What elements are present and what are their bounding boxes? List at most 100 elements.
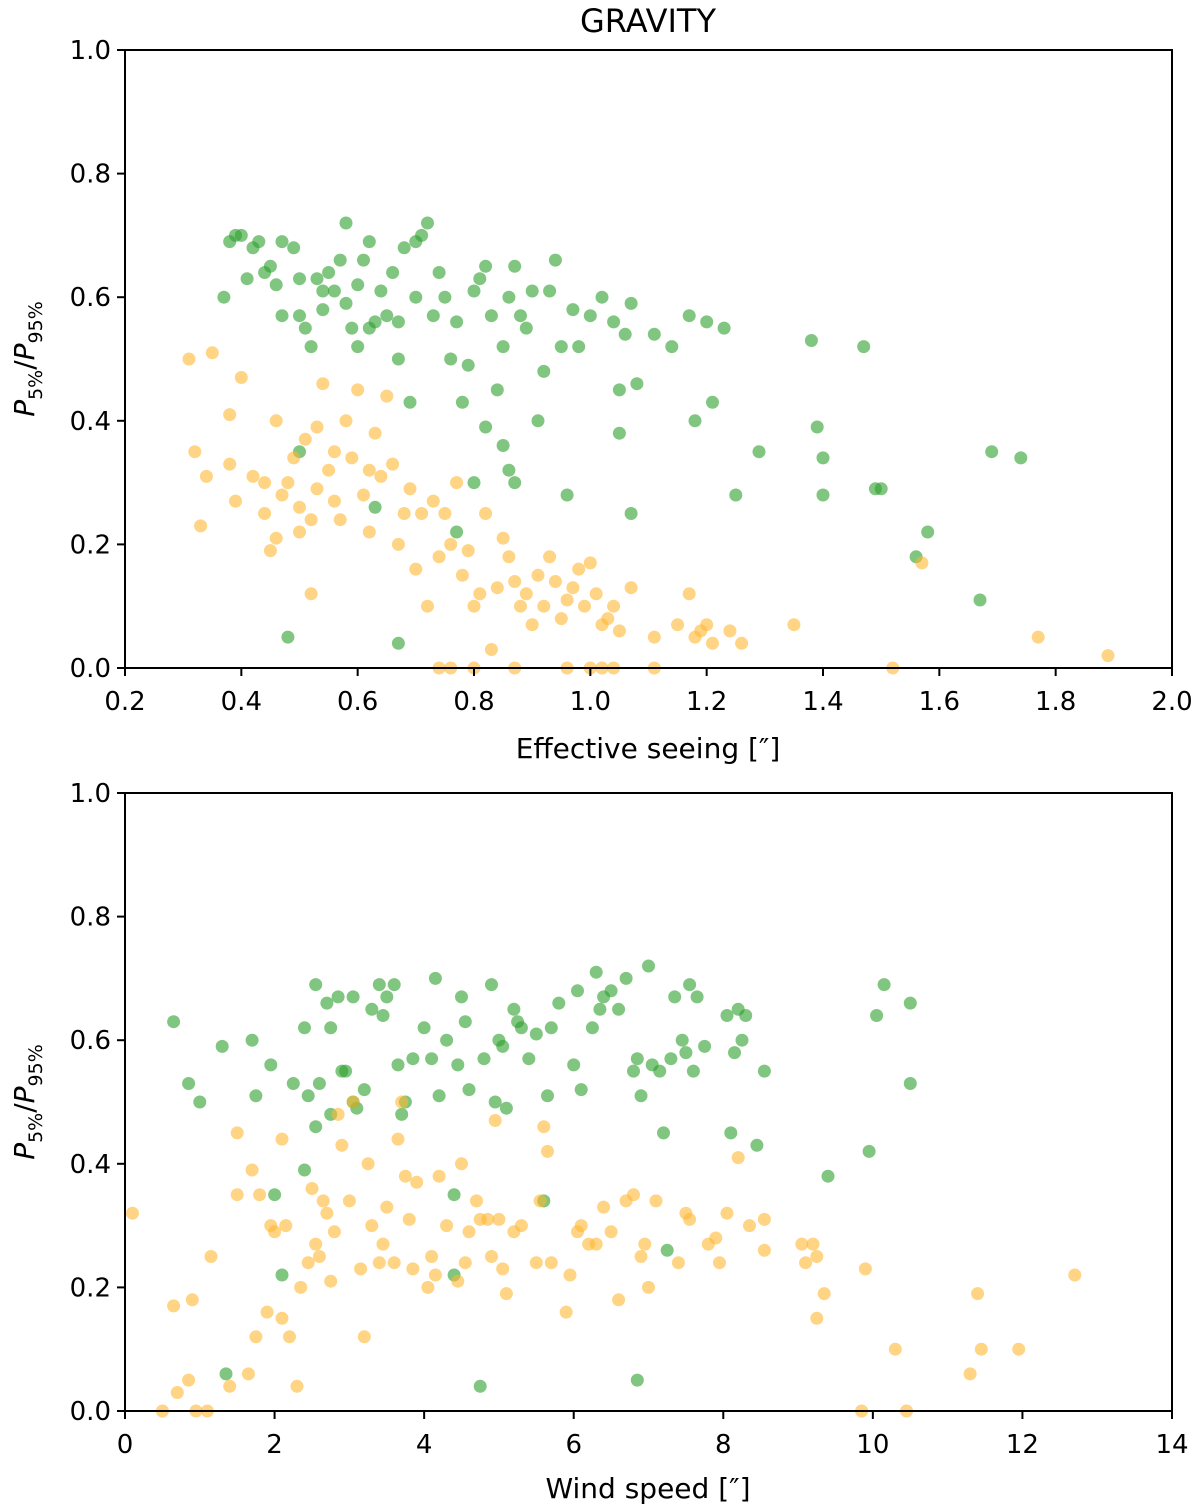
wind-green-point xyxy=(380,990,394,1004)
wind-orange-point xyxy=(361,1157,375,1171)
seeing-orange-point xyxy=(182,352,196,366)
wind-green-point xyxy=(298,1163,311,1177)
seeing-orange-point xyxy=(682,587,696,601)
wind-orange-point xyxy=(372,1256,386,1270)
wind-orange-point xyxy=(470,1194,483,1208)
seeing-orange-point xyxy=(362,463,376,477)
seeing-orange-point xyxy=(275,488,289,502)
wind-x-tick-label: 0 xyxy=(117,1430,134,1460)
wind-green-point xyxy=(275,1268,289,1282)
seeing-orange-point xyxy=(304,513,318,527)
seeing-green-point xyxy=(450,315,464,329)
wind-green-point xyxy=(630,1052,644,1066)
wind-orange-point xyxy=(720,1206,734,1220)
seeing-orange-point xyxy=(484,643,498,656)
wind-orange-point xyxy=(810,1311,824,1325)
seeing-green-point xyxy=(752,445,766,459)
seeing-orange-point xyxy=(601,612,615,626)
seeing-orange-point xyxy=(560,593,574,607)
wind-green-point xyxy=(690,990,704,1004)
wind-green-point xyxy=(477,1052,491,1066)
seeing-orange-point xyxy=(467,599,481,613)
wind-orange-point xyxy=(492,1212,506,1226)
seeing-orange-point xyxy=(421,599,434,613)
seeing-green-point xyxy=(612,426,626,440)
wind-green-point xyxy=(529,1027,543,1041)
wind-orange-point xyxy=(279,1219,293,1233)
seeing-green-point xyxy=(380,309,394,323)
wind-orange-point xyxy=(537,1120,551,1134)
seeing-green-point xyxy=(729,488,743,502)
seeing-green-point xyxy=(473,272,487,286)
seeing-orange-point xyxy=(380,389,394,403)
seeing-green-point xyxy=(717,321,731,335)
wind-green-point xyxy=(653,1064,667,1078)
seeing-green-point xyxy=(624,507,638,520)
wind-green-point xyxy=(630,1373,644,1387)
wind-green-point xyxy=(312,1077,326,1090)
wind-orange-point xyxy=(387,1256,401,1270)
wind-orange-point xyxy=(974,1342,988,1356)
wind-green-point xyxy=(387,978,401,992)
seeing-green-point xyxy=(426,309,440,323)
wind-green-point xyxy=(406,1052,420,1066)
seeing-orange-point xyxy=(438,507,452,520)
wind-green-point xyxy=(660,1243,674,1257)
seeing-green-point xyxy=(554,340,568,354)
seeing-orange-point xyxy=(339,414,353,428)
seeing-orange-point xyxy=(333,513,347,527)
wind-green-point xyxy=(488,1095,502,1109)
wind-orange-point xyxy=(671,1256,685,1270)
seeing-orange-point xyxy=(700,618,714,632)
wind-x-tick-label: 8 xyxy=(715,1430,732,1460)
seeing-green-point xyxy=(240,272,254,286)
figure-title: GRAVITY xyxy=(580,2,716,40)
seeing-orange-point xyxy=(293,500,306,514)
wind-scatter-panel: 0 2 4 6 8 10 12 14 0.0 0.2 0.4 0.6 0.8 1.0 Wind spee… xyxy=(8,779,1189,1505)
wind-orange-point xyxy=(642,1280,655,1294)
seeing-y-axis-label: P5%/P95% xyxy=(8,301,47,417)
seeing-green-point xyxy=(560,488,574,502)
seeing-orange-point xyxy=(519,587,533,601)
seeing-orange-point xyxy=(287,451,301,465)
seeing-orange-point xyxy=(316,377,330,391)
seeing-green-point xyxy=(566,303,580,317)
wind-green-point xyxy=(567,1058,581,1072)
wind-green-point xyxy=(372,978,386,992)
seeing-plot-frame xyxy=(124,49,1173,669)
wind-orange-point xyxy=(335,1138,349,1152)
wind-x-tick-label: 10 xyxy=(856,1430,889,1460)
seeing-green-point xyxy=(630,377,644,391)
wind-green-point xyxy=(473,1379,487,1393)
seeing-green-point xyxy=(531,414,545,428)
wind-y-tick-label: 0.6 xyxy=(70,1026,111,1056)
wind-y-tick-label: 0.2 xyxy=(70,1273,111,1303)
seeing-green-point xyxy=(362,235,376,249)
wind-orange-point xyxy=(462,1225,476,1239)
seeing-green-point xyxy=(339,216,353,230)
seeing-green-point xyxy=(327,284,341,298)
seeing-green-point xyxy=(409,290,423,304)
wind-orange-point xyxy=(309,1237,323,1251)
seeing-green-point xyxy=(298,321,312,335)
seeing-orange-point xyxy=(205,346,219,360)
seeing-y-tick-label: 0.8 xyxy=(70,160,111,190)
seeing-green-point xyxy=(583,309,597,323)
wind-orange-point xyxy=(533,1194,547,1208)
wind-green-point xyxy=(507,1002,521,1016)
wind-green-point xyxy=(324,1021,338,1035)
wind-green-point xyxy=(298,1021,311,1035)
wind-orange-point xyxy=(316,1194,330,1208)
seeing-green-point xyxy=(688,414,702,428)
wind-x-tick-label: 14 xyxy=(1155,1430,1188,1460)
seeing-orange-point xyxy=(583,556,597,570)
wind-green-point xyxy=(485,978,498,992)
wind-orange-point xyxy=(1068,1268,1082,1282)
wind-orange-point xyxy=(249,1330,263,1344)
wind-green-point xyxy=(627,1064,640,1078)
wind-orange-point xyxy=(971,1287,985,1301)
seeing-green-point xyxy=(508,259,522,273)
wind-green-point xyxy=(593,1002,607,1016)
wind-green-point xyxy=(862,1144,876,1158)
wind-green-point xyxy=(657,1126,670,1140)
